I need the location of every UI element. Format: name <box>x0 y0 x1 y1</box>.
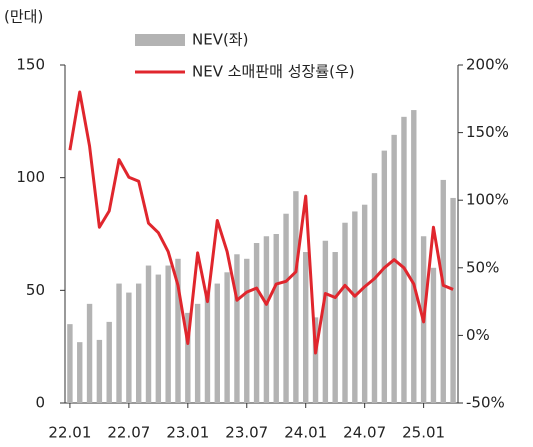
bar <box>283 213 289 403</box>
bar <box>77 342 83 403</box>
y2-tick-label: -50% <box>466 394 505 412</box>
bar <box>312 317 319 403</box>
x-tick-label: 25.01 <box>402 424 445 442</box>
bar <box>155 274 162 403</box>
bar <box>244 258 250 403</box>
y-tick-label: 0 <box>35 394 45 412</box>
x-tick-label: 24.01 <box>284 424 327 442</box>
bar <box>450 197 456 403</box>
bar <box>175 258 181 403</box>
legend-label: NEV 소매판매 성장률(우) <box>192 63 355 81</box>
bar <box>214 283 220 403</box>
bar <box>263 236 270 403</box>
x-tick-label: 23.01 <box>166 424 209 442</box>
x-tick-label: 22.07 <box>107 424 150 442</box>
bar <box>430 267 437 403</box>
unit-label: (만대) <box>4 8 43 26</box>
bar <box>126 292 132 403</box>
bar <box>86 303 93 403</box>
y2-tick-label: 150% <box>466 123 509 141</box>
bar <box>273 234 279 403</box>
bar <box>371 173 378 403</box>
bar <box>381 150 388 403</box>
bar <box>332 252 338 403</box>
x-tick-label: 23.07 <box>225 424 268 442</box>
bar <box>165 265 171 403</box>
y2-tick-label: 50% <box>466 258 499 276</box>
bar <box>116 283 122 403</box>
legend-swatch <box>135 34 185 46</box>
y-tick-label: 50 <box>26 281 45 299</box>
bar <box>106 321 112 403</box>
bar <box>204 290 211 403</box>
y2-tick-label: 0% <box>466 326 490 344</box>
bar <box>96 339 103 403</box>
x-tick-label: 24.07 <box>343 424 386 442</box>
bar <box>342 222 348 403</box>
bar <box>361 204 368 403</box>
bar <box>411 110 417 404</box>
y-tick-label: 100 <box>16 168 45 186</box>
bar <box>391 134 397 403</box>
y2-tick-label: 200% <box>466 56 509 74</box>
x-tick-label: 22.01 <box>48 424 91 442</box>
bar <box>401 116 407 404</box>
y2-tick-label: 100% <box>466 191 509 209</box>
bar <box>67 324 73 403</box>
line <box>68 90 454 355</box>
bar <box>253 243 260 403</box>
bar <box>303 252 309 403</box>
bar <box>135 283 142 403</box>
bar <box>322 240 329 403</box>
legend-label: NEV(좌) <box>192 31 248 49</box>
y-tick-label: 150 <box>16 56 45 74</box>
bar <box>352 211 358 403</box>
bar <box>145 265 152 403</box>
bar <box>185 312 191 403</box>
bar <box>234 254 240 403</box>
bar <box>224 272 230 403</box>
bar <box>194 303 201 403</box>
bar <box>440 179 446 403</box>
bar <box>293 191 299 403</box>
